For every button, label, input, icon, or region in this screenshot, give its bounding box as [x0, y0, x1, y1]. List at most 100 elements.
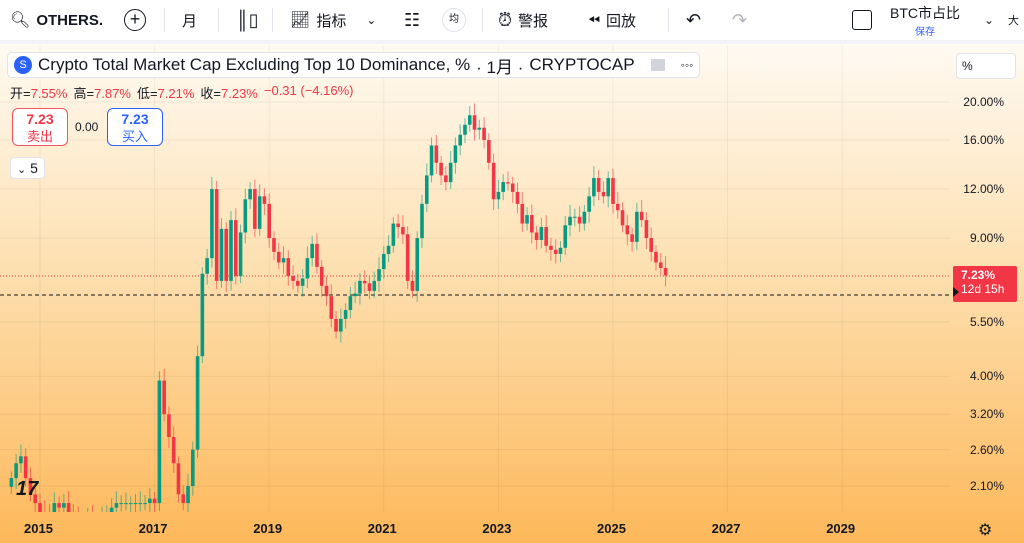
candle-body	[573, 216, 577, 218]
candle-body	[348, 296, 353, 311]
close-value: 7.23%	[221, 86, 258, 101]
candle-body	[315, 243, 319, 267]
symbol-title: Crypto Total Market Cap Excluding Top 10…	[38, 55, 471, 74]
candle-body	[219, 228, 224, 281]
candle-body	[401, 227, 405, 235]
candle-body	[615, 203, 620, 211]
candle-body	[267, 203, 271, 239]
candle-body	[663, 268, 668, 276]
indicators-icon: 📈︎	[290, 12, 311, 29]
candle-body	[86, 517, 90, 522]
more-options-icon[interactable]: ◦◦◦	[680, 58, 694, 72]
layout-menu-chevron[interactable]: ⌄	[984, 0, 994, 40]
time-tick: 2015	[24, 521, 53, 536]
price-tick: 5.50%	[969, 314, 1004, 329]
candle-body	[420, 203, 424, 239]
candle-body	[176, 463, 181, 495]
candle-body	[453, 145, 458, 163]
compare-button[interactable]: +	[124, 0, 146, 40]
redo-button[interactable]: ↷	[732, 0, 747, 40]
candle-body	[143, 503, 147, 505]
price-axis[interactable]: 20.00% 16.00% 12.00% 9.00% 5.50% 4.00% 3.20% 2.…	[950, 44, 1024, 514]
alert-button[interactable]: ⏰︎ 警报	[498, 0, 548, 40]
last-price: 7.23%	[961, 268, 996, 282]
interval-button[interactable]: 月	[182, 0, 197, 40]
replay-button[interactable]: ⏪︎ 回放	[588, 0, 636, 40]
symbol-legend[interactable]: Ѕ Crypto Total Market Cap Excluding Top …	[7, 52, 701, 78]
candle-body	[138, 503, 143, 505]
indicators-toggle[interactable]: ⌄ 5	[10, 157, 45, 179]
candle-body	[477, 127, 482, 130]
candle-body	[200, 273, 205, 357]
chart-type-button[interactable]: ║▯	[236, 0, 259, 40]
undo-button[interactable]: ↶	[686, 0, 701, 40]
candle-body	[191, 449, 195, 487]
candle-body	[324, 285, 329, 297]
sell-price: 7.23	[26, 111, 54, 127]
tradingview-logo: 17	[16, 478, 39, 500]
top-toolbar: 🔍︎ OTHERS. + 月 ║▯ 📈︎ 指标 ⌄ ☷ 均 ⏰︎ 警报 ⏪︎ 回放 ↶ ↷…	[0, 0, 1024, 40]
candle-body	[300, 278, 305, 286]
layout-button[interactable]	[852, 0, 872, 40]
candle-body	[272, 238, 276, 252]
candle-body	[329, 296, 334, 319]
layout-name[interactable]: BTC市占比 保存	[890, 0, 960, 40]
candle-body	[563, 225, 568, 248]
candle-body	[66, 503, 71, 512]
price-tick: 3.20%	[969, 407, 1004, 422]
high-label: 高=	[73, 86, 95, 101]
more-label: 大	[1008, 15, 1019, 27]
candle-body	[606, 178, 611, 197]
price-tick: 2.60%	[969, 442, 1004, 457]
symbol-search[interactable]: 🔍︎ OTHERS.	[10, 0, 103, 40]
open-value: 7.55%	[30, 86, 68, 101]
avg-label: 均	[442, 8, 466, 32]
candle-body	[592, 178, 596, 197]
candle-body	[596, 178, 601, 192]
templates-button[interactable]: ☷	[404, 0, 420, 40]
sell-button[interactable]: 7.23 卖出	[12, 108, 68, 146]
candle-body	[434, 145, 439, 163]
candle-body	[343, 310, 348, 319]
candle-body	[171, 437, 176, 464]
more-button[interactable]: 大	[1008, 0, 1019, 40]
candle-body	[124, 503, 128, 505]
candle-body	[635, 211, 639, 242]
candle-body	[81, 522, 85, 523]
candle-body	[100, 517, 104, 522]
chart-pane[interactable]	[0, 44, 1024, 543]
bar-countdown: 12d 15h	[961, 282, 1005, 296]
candle-body	[439, 162, 443, 176]
candle-body	[91, 517, 95, 522]
candle-body	[444, 175, 448, 183]
candle-body	[386, 245, 391, 254]
candle-body	[262, 196, 267, 204]
candle-body	[23, 456, 28, 479]
candle-body	[181, 494, 186, 504]
indicators-button[interactable]: 📈︎ 指标 ⌄	[290, 0, 376, 40]
scale-mode-button[interactable]: %	[956, 53, 1016, 79]
candle-body	[510, 183, 515, 192]
candle-body	[482, 127, 486, 141]
flag-icon[interactable]	[650, 59, 665, 71]
buy-button[interactable]: 7.23 买入	[107, 108, 163, 146]
candle-body	[534, 232, 539, 240]
settings-gear-icon[interactable]: ⚙	[978, 522, 993, 539]
candle-body	[377, 269, 381, 281]
square-icon	[852, 10, 872, 30]
candle-body	[38, 503, 42, 512]
candle-body	[458, 134, 462, 146]
price-tick: 2.10%	[969, 479, 1004, 494]
candle-body	[429, 145, 434, 176]
high-value: 7.87%	[94, 86, 131, 101]
candle-body	[14, 463, 18, 479]
low-label: 低=	[136, 86, 158, 101]
time-tick: 2019	[253, 521, 283, 536]
candle-body	[243, 199, 248, 233]
indicators-label: 指标	[316, 12, 347, 30]
candle-body	[553, 249, 558, 254]
avg-button[interactable]: 均	[442, 0, 466, 40]
candle-body	[644, 220, 649, 239]
candle-body	[630, 234, 634, 242]
